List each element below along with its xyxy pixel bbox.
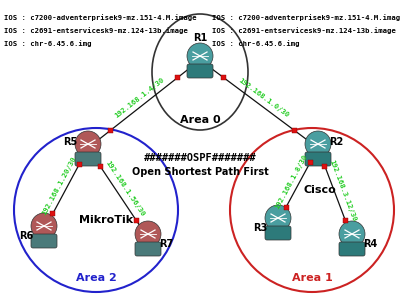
FancyBboxPatch shape [187,64,213,78]
FancyBboxPatch shape [284,205,288,210]
FancyBboxPatch shape [308,160,312,165]
Text: Open Shortest Path First: Open Shortest Path First [132,167,268,177]
FancyBboxPatch shape [322,164,327,169]
Circle shape [339,221,365,247]
FancyBboxPatch shape [305,152,331,166]
FancyBboxPatch shape [175,75,180,80]
Text: R5: R5 [63,137,77,147]
Text: Cisco: Cisco [304,185,336,195]
FancyBboxPatch shape [31,234,57,248]
Text: R1: R1 [193,33,207,43]
Text: R7: R7 [159,239,173,249]
FancyBboxPatch shape [343,218,348,223]
Text: Area 1: Area 1 [292,273,332,283]
FancyBboxPatch shape [98,164,102,169]
FancyBboxPatch shape [134,218,138,223]
Text: R6: R6 [19,231,33,241]
Circle shape [305,131,331,157]
FancyBboxPatch shape [292,128,297,133]
Text: 192.168.1.0/30: 192.168.1.0/30 [238,77,290,118]
FancyBboxPatch shape [221,75,226,80]
Text: IOS : c2691-entservicesk9-mz.124-13b.image: IOS : c2691-entservicesk9-mz.124-13b.ima… [212,27,396,34]
FancyBboxPatch shape [75,152,101,166]
Text: IOS : chr-6.45.6.img: IOS : chr-6.45.6.img [4,40,92,47]
Text: IOS : c2691-entservicesk9-mz.124-13b.image: IOS : c2691-entservicesk9-mz.124-13b.ima… [4,27,188,34]
FancyBboxPatch shape [135,242,161,256]
Text: 192.168.3.12/30: 192.168.3.12/30 [328,158,357,222]
Text: 192.168.1.8/30: 192.168.1.8/30 [274,153,308,210]
Circle shape [265,205,291,231]
Text: IOS : chr-6.45.6.img: IOS : chr-6.45.6.img [212,40,300,47]
FancyBboxPatch shape [50,211,55,216]
Text: Area 0: Area 0 [180,115,220,125]
FancyBboxPatch shape [265,226,291,240]
FancyBboxPatch shape [108,128,113,133]
Text: R3: R3 [253,223,267,233]
Text: MikroTik: MikroTik [79,215,133,225]
Text: 192.168.1.20/30: 192.168.1.20/30 [41,155,77,215]
Text: R2: R2 [329,137,343,147]
Text: R4: R4 [363,239,377,249]
Text: 192.168.1.56/30: 192.168.1.56/30 [104,160,145,218]
Circle shape [75,131,101,157]
Text: Area 2: Area 2 [76,273,116,283]
Text: 192.168.1.4/30: 192.168.1.4/30 [113,76,165,119]
Circle shape [187,43,213,69]
FancyBboxPatch shape [339,242,365,256]
Text: IOS : c7200-adventerprisek9-mz.151-4.M.image: IOS : c7200-adventerprisek9-mz.151-4.M.i… [4,14,196,21]
Text: IOS : c7200-adventerprisek9-mz.151-4.M.image: IOS : c7200-adventerprisek9-mz.151-4.M.i… [212,14,400,21]
Circle shape [135,221,161,247]
Text: #######OSPF#######: #######OSPF####### [144,153,256,163]
FancyBboxPatch shape [77,162,82,167]
Circle shape [31,213,57,239]
